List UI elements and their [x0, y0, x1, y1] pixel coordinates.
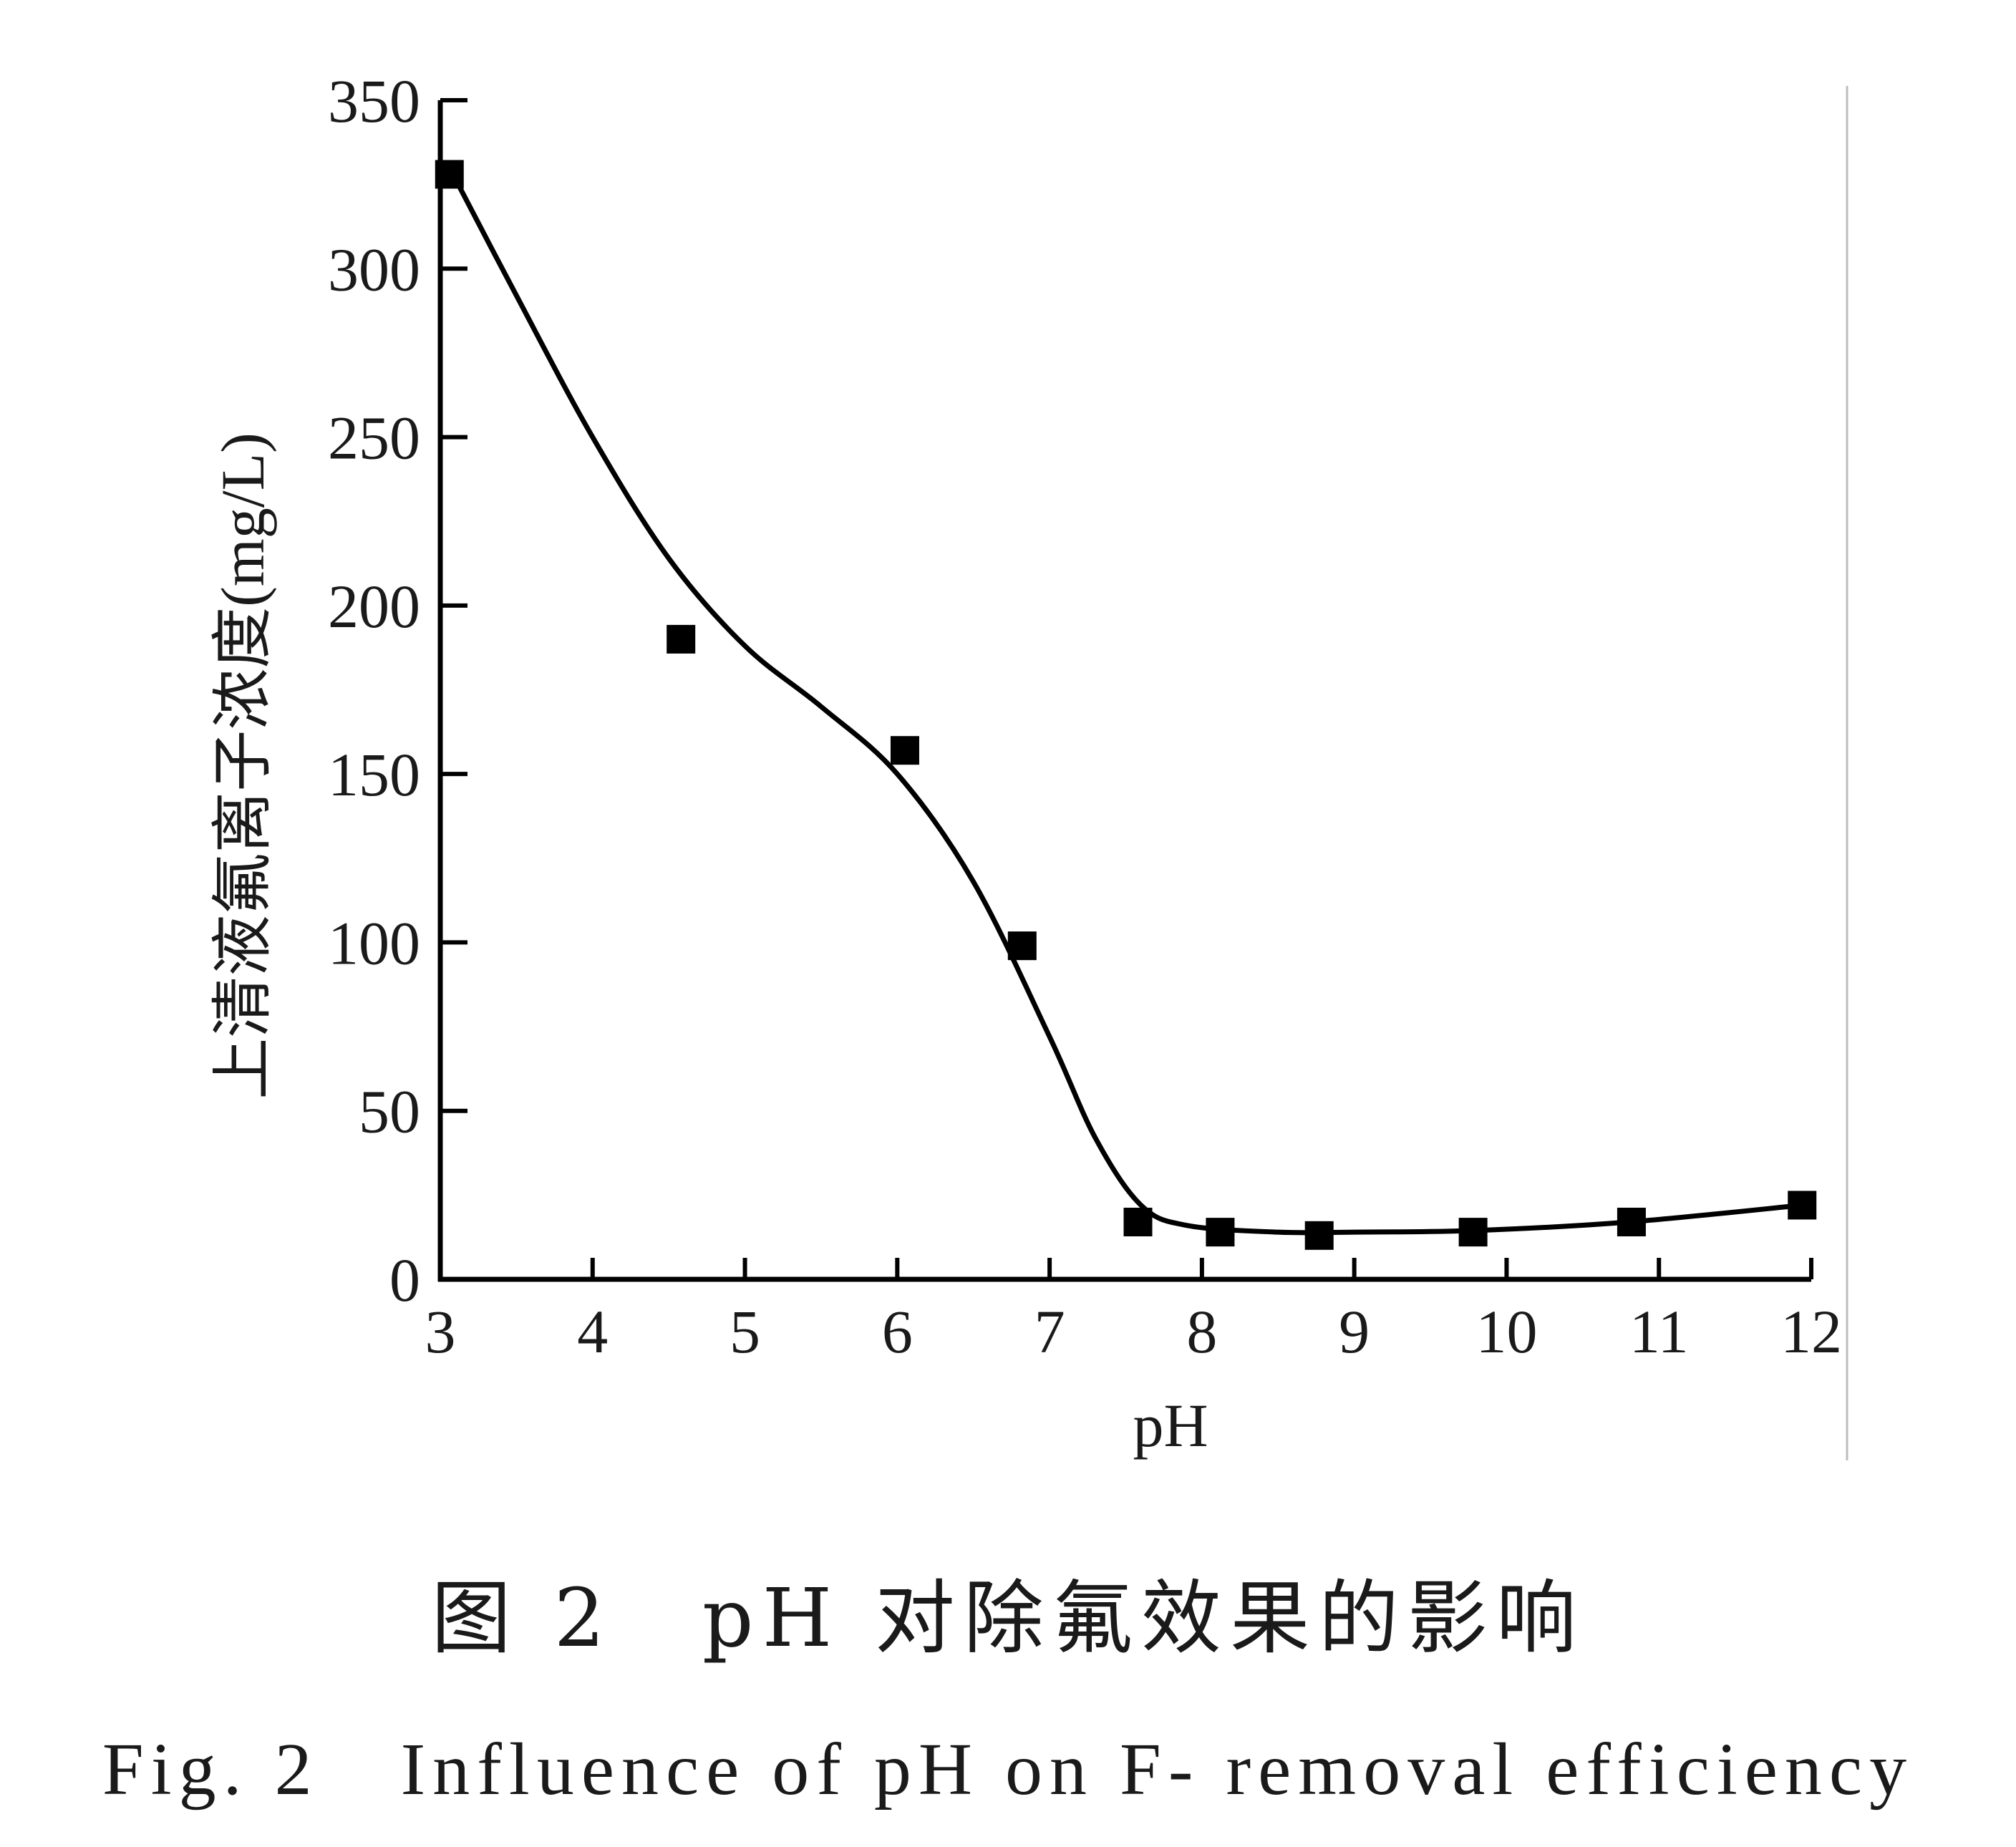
- x-tick-label: 5: [730, 1297, 760, 1366]
- caption-chinese: 图 2 pH 对除氟效果的影响: [431, 1572, 1585, 1665]
- tick-marks: [438, 98, 1813, 1281]
- fit-curve: [447, 166, 1803, 1236]
- data-point: [1123, 1208, 1153, 1237]
- chart: 0 50 100 150 200 250 300 350 3 4 5 6 7 8 9 10 11 12 pH 上清…: [208, 67, 1848, 1460]
- y-tick-label: 300: [328, 235, 420, 304]
- data-markers: [435, 160, 1817, 1250]
- data-point: [890, 736, 919, 765]
- data-point: [1617, 1208, 1646, 1237]
- y-tick-label: 250: [328, 404, 420, 472]
- data-point: [1007, 931, 1037, 961]
- data-point: [667, 624, 696, 654]
- caption-english: Fig. 2 Influence of pH on F- removal eff…: [102, 1728, 1914, 1810]
- x-tick-label: 9: [1339, 1297, 1370, 1366]
- y-axis-label: 上清液氟离子浓度(mg/L): [208, 432, 277, 1100]
- data-point: [1206, 1218, 1235, 1247]
- x-tick-label: 10: [1475, 1297, 1537, 1366]
- data-point: [1304, 1221, 1334, 1250]
- axes: [437, 86, 1848, 1460]
- x-tick-label: 6: [882, 1297, 913, 1366]
- x-tick-label: 3: [425, 1297, 456, 1366]
- data-point: [1788, 1191, 1817, 1220]
- y-tick-label: 50: [359, 1077, 420, 1146]
- y-tick-label: 0: [389, 1246, 420, 1314]
- data-point: [435, 160, 464, 189]
- data-point: [1458, 1218, 1488, 1247]
- x-axis-label: pH: [1133, 1391, 1208, 1460]
- y-tick-label: 200: [328, 572, 420, 641]
- y-tick-label: 150: [328, 740, 420, 809]
- x-tick-label: 12: [1780, 1297, 1842, 1366]
- x-tick-label: 7: [1034, 1297, 1065, 1366]
- x-tick-label: 11: [1629, 1297, 1689, 1366]
- y-tick-label: 100: [328, 908, 420, 977]
- tick-labels: 0 50 100 150 200 250 300 350 3 4 5 6 7 8 9 10 11 12: [328, 67, 1842, 1366]
- x-tick-label: 4: [577, 1297, 608, 1366]
- y-tick-label: 350: [328, 67, 420, 135]
- x-tick-label: 8: [1186, 1297, 1217, 1366]
